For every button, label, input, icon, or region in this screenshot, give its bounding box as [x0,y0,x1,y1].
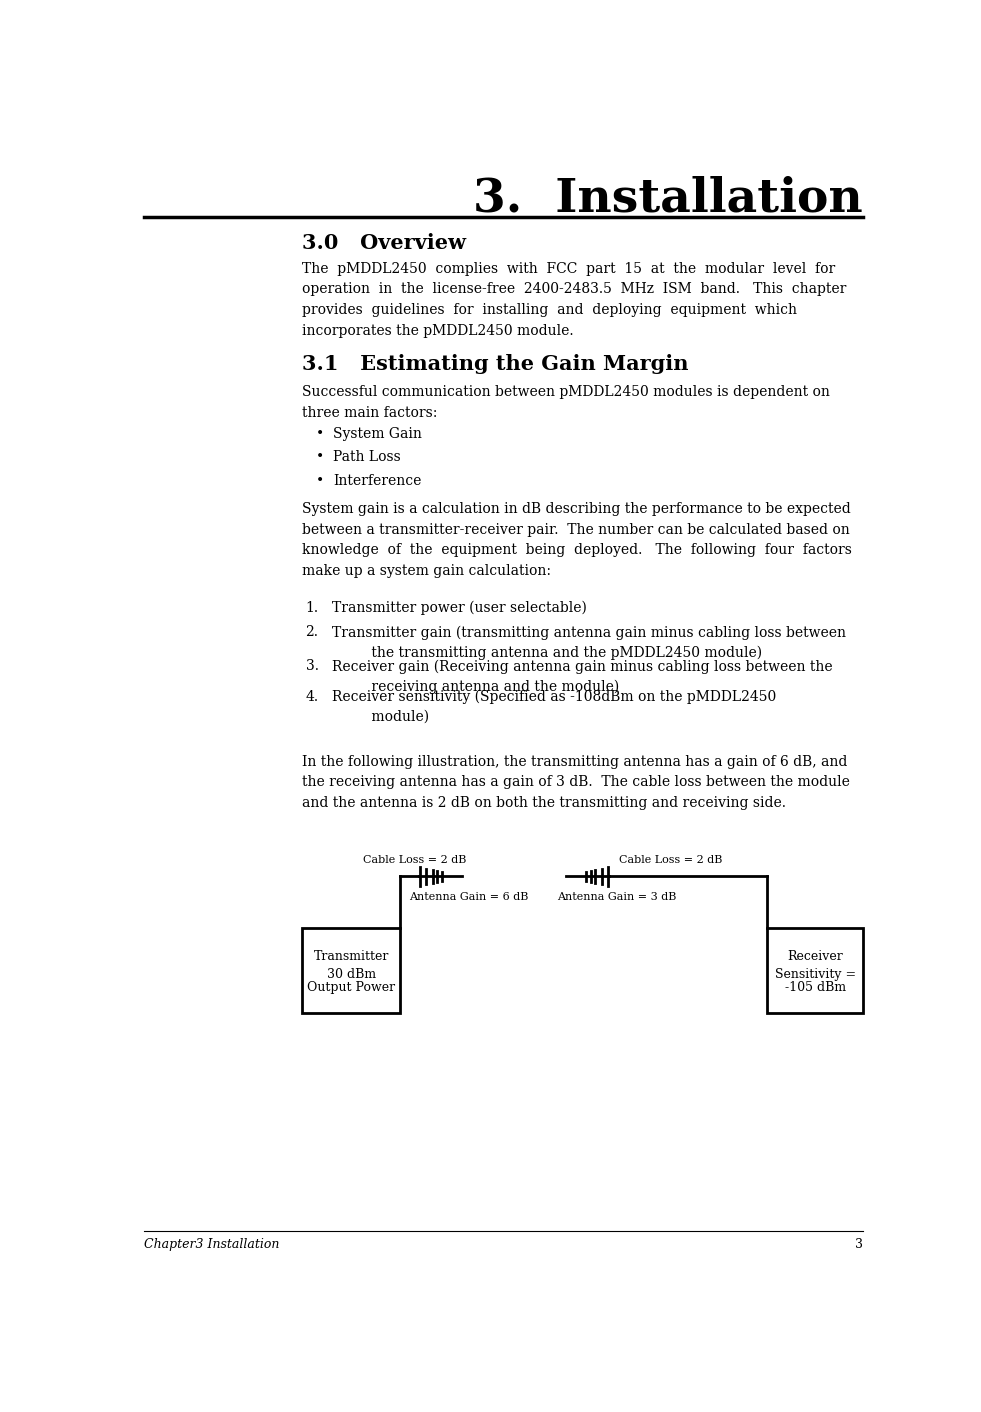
Text: 30 dBm: 30 dBm [327,969,376,981]
Text: 1.: 1. [305,600,319,614]
Text: 3.  Installation: 3. Installation [473,175,862,222]
Text: Receiver sensitivity (Specified as -108dBm on the pMDDL2450
         module): Receiver sensitivity (Specified as -108d… [332,690,776,724]
Text: Transmitter: Transmitter [314,950,388,963]
Text: Interference: Interference [334,473,422,487]
Text: 3: 3 [854,1238,862,1251]
Text: Receiver: Receiver [787,950,843,963]
Text: Chapter3 Installation: Chapter3 Installation [144,1238,280,1251]
Text: 3.0   Overview: 3.0 Overview [302,233,466,253]
Text: •: • [317,450,325,465]
Text: -105 dBm: -105 dBm [785,981,846,994]
Text: •: • [317,428,325,442]
Text: 2.: 2. [305,626,319,640]
Text: Transmitter gain (transmitting antenna gain minus cabling loss between
         : Transmitter gain (transmitting antenna g… [332,626,846,659]
Text: Antenna Gain = 3 dB: Antenna Gain = 3 dB [556,892,676,902]
Text: Cable Loss = 2 dB: Cable Loss = 2 dB [363,854,466,864]
Text: Receiver gain (Receiving antenna gain minus cabling loss between the
         re: Receiver gain (Receiving antenna gain mi… [332,659,833,693]
Text: Sensitivity =: Sensitivity = [775,969,855,981]
Text: Output Power: Output Power [307,981,395,994]
Bar [302,928,400,1012]
Text: 3.: 3. [305,659,319,674]
Text: System Gain: System Gain [334,428,422,442]
Text: Antenna Gain = 6 dB: Antenna Gain = 6 dB [409,892,529,902]
Text: •: • [317,473,325,487]
Text: In the following illustration, the transmitting antenna has a gain of 6 dB, and
: In the following illustration, the trans… [302,754,851,810]
Text: System gain is a calculation in dB describing the performance to be expected
bet: System gain is a calculation in dB descr… [302,503,852,578]
Bar [767,928,862,1012]
Text: 3.1   Estimating the Gain Margin: 3.1 Estimating the Gain Margin [302,354,689,374]
Text: Path Loss: Path Loss [334,450,401,465]
Text: Transmitter power (user selectable): Transmitter power (user selectable) [332,600,587,616]
Text: Successful communication between pMDDL2450 modules is dependent on
three main fa: Successful communication between pMDDL24… [302,385,830,419]
Text: Cable Loss = 2 dB: Cable Loss = 2 dB [619,854,722,864]
Text: The  pMDDL2450  complies  with  FCC  part  15  at  the  modular  level  for
oper: The pMDDL2450 complies with FCC part 15 … [302,261,847,337]
Text: 4.: 4. [305,690,319,705]
